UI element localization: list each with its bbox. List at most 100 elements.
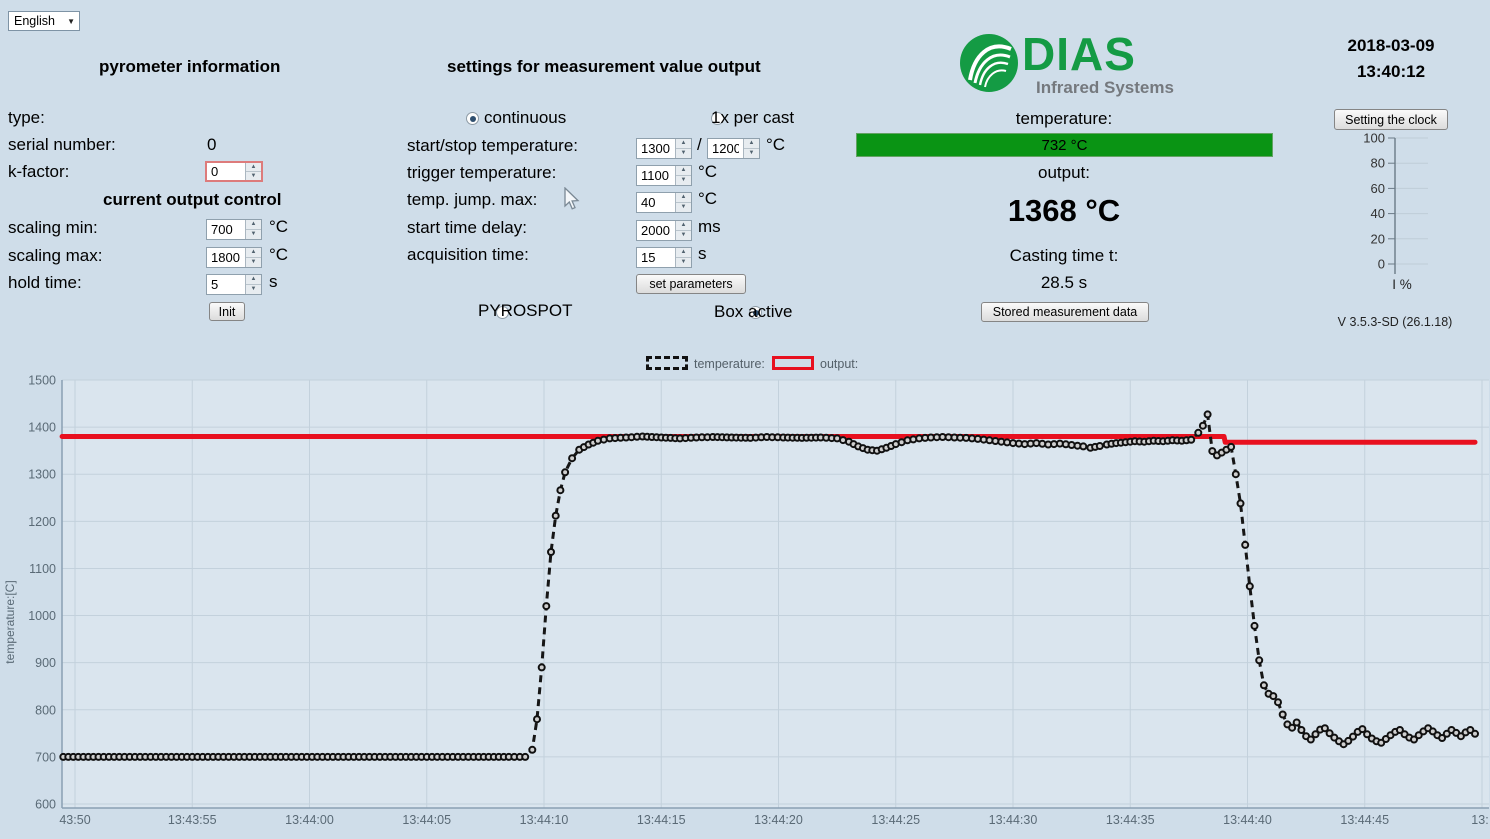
svg-text:13:: 13:: [1471, 813, 1488, 827]
chevron-down-icon: ▼: [67, 16, 75, 26]
svg-text:temperature:[C]: temperature:[C]: [3, 580, 17, 663]
spin-up-icon[interactable]: ▲: [676, 193, 691, 203]
temp-jump-spin-buttons[interactable]: ▲ ▼: [675, 193, 691, 212]
date-display: 2018-03-09: [1347, 36, 1435, 55]
current-percent-gauge: 100 80 60 40 20 0 I %: [1363, 131, 1428, 292]
svg-text:700: 700: [35, 750, 56, 764]
svg-text:80: 80: [1371, 156, 1385, 171]
spin-up-icon[interactable]: ▲: [676, 166, 691, 176]
acquisition-time-spin-buttons[interactable]: ▲ ▼: [675, 248, 691, 267]
init-button[interactable]: Init: [209, 302, 245, 321]
stop-temp-input[interactable]: [708, 139, 743, 158]
hold-time-stepper[interactable]: ▲▼: [206, 274, 262, 295]
pyrospot-radio-label[interactable]: PYROSPOT: [478, 301, 573, 320]
scaling-min-stepper[interactable]: ▲▼: [206, 219, 262, 240]
scaling-max-input[interactable]: [207, 248, 245, 267]
spin-up-icon[interactable]: ▲: [246, 275, 261, 285]
k-factor-input[interactable]: [207, 163, 245, 180]
svg-text:1300: 1300: [28, 468, 56, 482]
k-factor-spin-buttons[interactable]: ▲ ▼: [245, 163, 261, 180]
temp-jump-label: temp. jump. max:: [407, 190, 538, 209]
box-active-radio-label[interactable]: Box active: [714, 302, 793, 321]
svg-text:13:44:30: 13:44:30: [989, 813, 1038, 827]
spin-up-icon[interactable]: ▲: [246, 163, 261, 172]
svg-text:13:44:25: 13:44:25: [871, 813, 920, 827]
svg-text:13:44:00: 13:44:00: [285, 813, 334, 827]
stored-measurement-data-button[interactable]: Stored measurement data: [981, 302, 1149, 322]
time-display: 13:40:12: [1356, 62, 1426, 81]
per-cast-radio-label[interactable]: 1x per cast: [711, 108, 795, 127]
svg-text:900: 900: [35, 656, 56, 670]
spin-up-icon[interactable]: ▲: [246, 248, 261, 258]
scaling-min-spin-buttons[interactable]: ▲ ▼: [245, 220, 261, 239]
svg-text:600: 600: [35, 798, 56, 812]
temp-jump-unit: °C: [698, 189, 718, 208]
output-value: 1368 °C: [1007, 193, 1121, 228]
hold-time-input[interactable]: [207, 275, 245, 294]
trigger-temp-unit: °C: [698, 162, 718, 181]
trigger-temp-stepper[interactable]: ▲▼: [636, 165, 692, 186]
start-temp-spin-buttons[interactable]: ▲ ▼: [675, 139, 691, 158]
acquisition-time-input[interactable]: [637, 248, 675, 267]
scaling-max-spin-buttons[interactable]: ▲ ▼: [245, 248, 261, 267]
box-active-radio[interactable]: [749, 306, 763, 319]
start-temp-stepper[interactable]: ▲▼: [636, 138, 692, 159]
start-temp-input[interactable]: [637, 139, 675, 158]
spin-down-icon[interactable]: ▼: [744, 149, 759, 158]
svg-text:1000: 1000: [28, 609, 56, 623]
spin-down-icon[interactable]: ▼: [246, 285, 261, 294]
trigger-temp-label: trigger temperature:: [407, 163, 557, 182]
svg-text:13:43:55: 13:43:55: [168, 813, 217, 827]
spin-up-icon[interactable]: ▲: [246, 220, 261, 230]
set-parameters-button[interactable]: set parameters: [636, 274, 746, 294]
scaling-min-input[interactable]: [207, 220, 245, 239]
spin-up-icon[interactable]: ▲: [676, 248, 691, 258]
hold-time-spin-buttons[interactable]: ▲ ▼: [245, 275, 261, 294]
svg-text:40: 40: [1371, 206, 1385, 221]
spin-down-icon[interactable]: ▼: [246, 172, 261, 180]
start-delay-label: start time delay:: [407, 218, 527, 237]
continuous-radio[interactable]: [466, 112, 479, 125]
temperature-legend-swatch: [646, 356, 688, 370]
spin-down-icon[interactable]: ▼: [676, 231, 691, 240]
start-delay-spin-buttons[interactable]: ▲ ▼: [675, 221, 691, 240]
spin-down-icon[interactable]: ▼: [676, 203, 691, 212]
acquisition-time-stepper[interactable]: ▲▼: [636, 247, 692, 268]
version-label: V 3.5.3-SD (26.1.18): [1337, 315, 1453, 329]
scaling-max-stepper[interactable]: ▲▼: [206, 247, 262, 268]
spin-up-icon[interactable]: ▲: [676, 221, 691, 231]
temp-jump-stepper[interactable]: ▲▼: [636, 192, 692, 213]
settings-title: settings for measurement value output: [447, 57, 761, 76]
trigger-temp-spin-buttons[interactable]: ▲ ▼: [675, 166, 691, 185]
stop-temp-spin-buttons[interactable]: ▲ ▼: [743, 139, 759, 158]
svg-text:13:44:15: 13:44:15: [637, 813, 686, 827]
svg-text:I %: I %: [1392, 277, 1412, 292]
temperature-legend-label: temperature:: [694, 357, 765, 371]
spin-up-icon[interactable]: ▲: [676, 139, 691, 149]
stop-temp-stepper[interactable]: ▲▼: [707, 138, 760, 159]
trigger-temp-input[interactable]: [637, 166, 675, 185]
continuous-radio-label[interactable]: continuous: [484, 108, 567, 127]
spin-up-icon[interactable]: ▲: [744, 139, 759, 149]
svg-text:1500: 1500: [28, 374, 56, 388]
spin-down-icon[interactable]: ▼: [246, 258, 261, 267]
current-output-control-title: current output control: [103, 190, 282, 209]
scaling-max-unit: °C: [269, 245, 289, 264]
start-delay-stepper[interactable]: ▲▼: [636, 220, 692, 241]
spin-down-icon[interactable]: ▼: [676, 176, 691, 185]
spin-down-icon[interactable]: ▼: [676, 258, 691, 267]
per-cast-radio[interactable]: [711, 112, 725, 125]
pyrospot-radio[interactable]: [495, 306, 509, 319]
start-delay-unit: ms: [698, 217, 721, 236]
acquisition-time-label: acquisition time:: [407, 245, 529, 264]
temp-jump-input[interactable]: [637, 193, 675, 212]
serial-number-label: serial number:: [8, 135, 116, 154]
setting-the-clock-button[interactable]: Setting the clock: [1334, 109, 1448, 130]
start-delay-input[interactable]: [637, 221, 675, 240]
svg-text:1400: 1400: [28, 421, 56, 435]
k-factor-stepper[interactable]: ▲▼: [205, 161, 263, 182]
language-select[interactable]: English ▼: [8, 11, 80, 31]
spin-down-icon[interactable]: ▼: [246, 230, 261, 239]
pyrometer-information-title: pyrometer information: [99, 57, 281, 76]
spin-down-icon[interactable]: ▼: [676, 149, 691, 158]
